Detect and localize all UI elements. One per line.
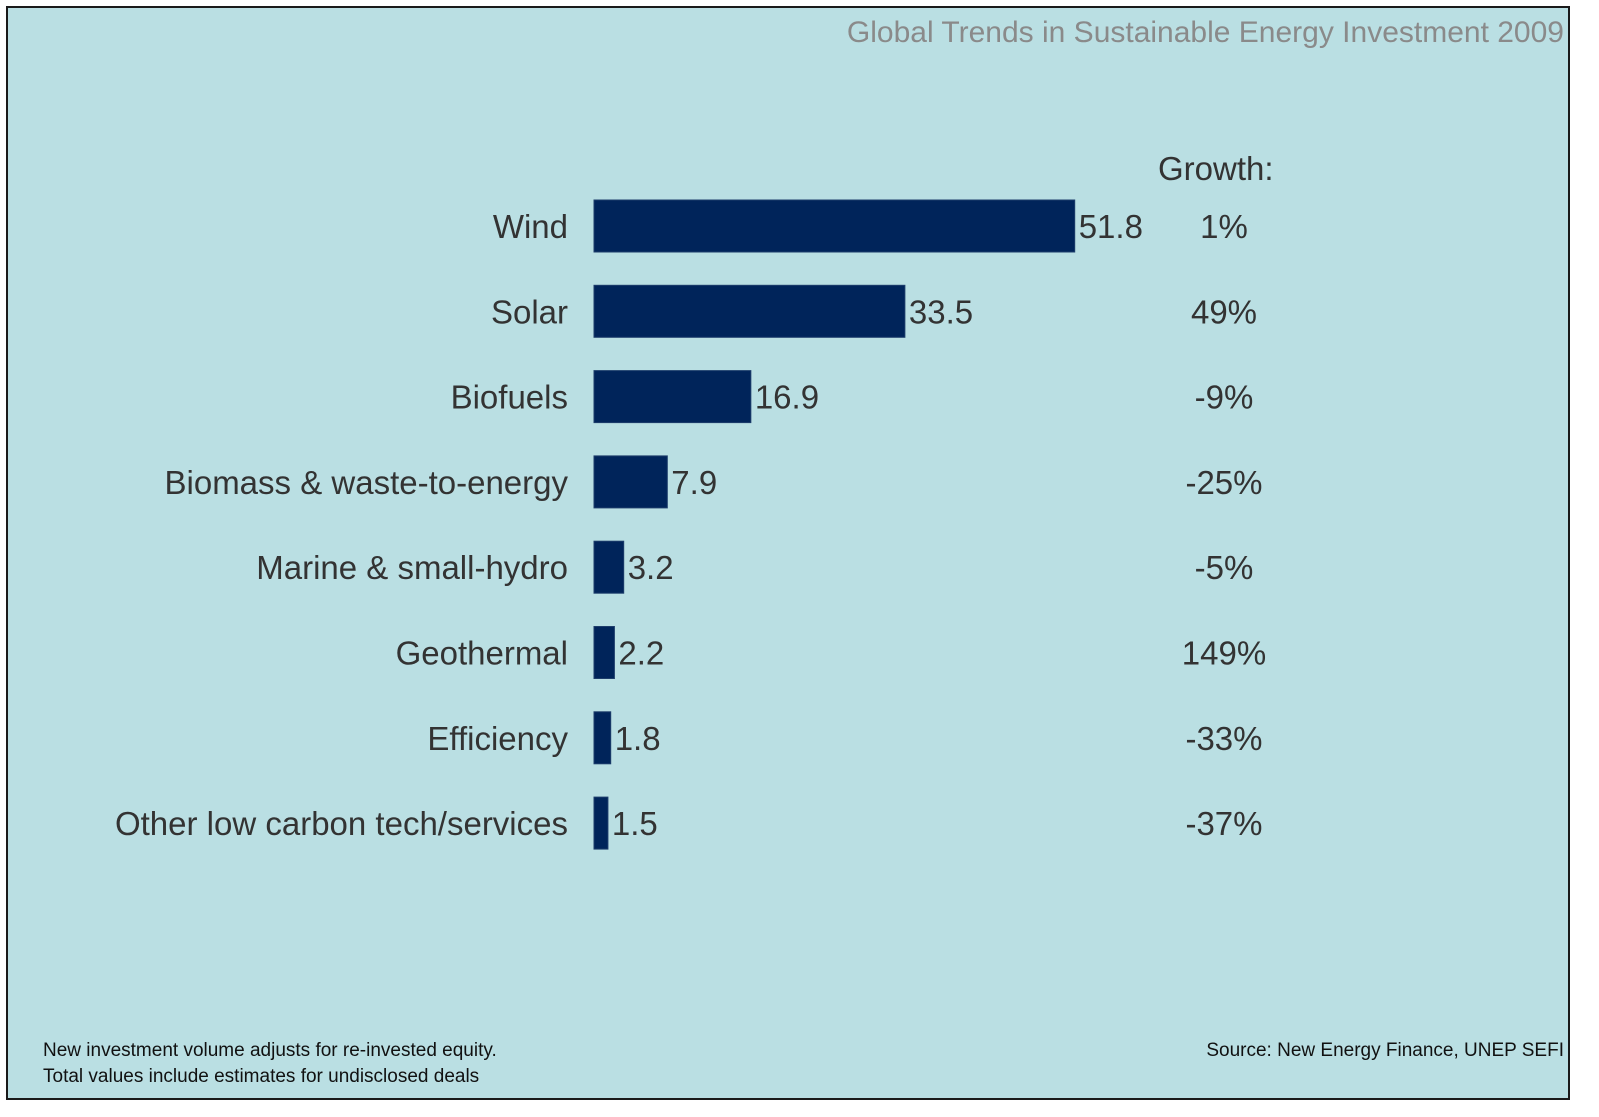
bar-efficiency — [593, 711, 612, 765]
value-label-other-low-carbon-tech-services: 1.5 — [612, 805, 658, 842]
bar-biomass-waste-to-energy — [593, 455, 668, 509]
growth-label-other-low-carbon-tech-services: -37% — [1185, 805, 1262, 842]
footnote-line-1: New investment volume adjusts for re-inv… — [43, 1040, 497, 1061]
growth-label-geothermal: 149% — [1182, 635, 1266, 672]
growth-label-biofuels: -9% — [1195, 379, 1254, 416]
category-label-geothermal: Geothermal — [396, 635, 568, 672]
value-label-marine-small-hydro: 3.2 — [628, 549, 674, 586]
growth-label-marine-small-hydro: -5% — [1195, 549, 1254, 586]
bar-other-low-carbon-tech-services — [593, 796, 609, 850]
chart-panel: Global Trends in Sustainable Energy Inve… — [6, 6, 1570, 1100]
category-label-other-low-carbon-tech-services: Other low carbon tech/services — [115, 805, 568, 842]
bar-biofuels — [593, 370, 752, 424]
growth-label-solar: 49% — [1191, 293, 1257, 330]
growth-column-heading: Growth: — [1158, 150, 1274, 187]
page-title: Global Trends in Sustainable Energy Inve… — [846, 16, 1564, 49]
growth-label-efficiency: -33% — [1185, 720, 1262, 757]
value-label-biofuels: 16.9 — [755, 379, 819, 416]
growth-label-wind: 1% — [1200, 208, 1248, 245]
category-label-biofuels: Biofuels — [451, 379, 568, 416]
category-label-biomass-waste-to-energy: Biomass & waste-to-energy — [165, 464, 569, 501]
value-label-geothermal: 2.2 — [618, 635, 664, 672]
footnote-line-2: Total values include estimates for undis… — [43, 1066, 480, 1087]
value-label-wind: 51.8 — [1079, 208, 1143, 245]
growth-label-biomass-waste-to-energy: -25% — [1185, 464, 1262, 501]
category-label-marine-small-hydro: Marine & small-hydro — [256, 549, 568, 586]
value-label-solar: 33.5 — [909, 293, 973, 330]
bar-geothermal — [593, 626, 615, 679]
value-label-biomass-waste-to-energy: 7.9 — [671, 464, 717, 501]
category-label-efficiency: Efficiency — [427, 720, 568, 757]
value-label-efficiency: 1.8 — [615, 720, 661, 757]
category-label-solar: Solar — [491, 293, 568, 330]
category-label-wind: Wind — [493, 208, 568, 245]
bar-wind — [593, 199, 1076, 253]
bar-solar — [593, 284, 906, 338]
source-note: Source: New Energy Finance, UNEP SEFI — [1206, 1040, 1564, 1061]
bar-chart: Wind 51.8 1% Solar 33.5 49% Biofuels 16.9 -9% Bio… — [115, 199, 1266, 850]
bar-marine-small-hydro — [593, 540, 625, 594]
